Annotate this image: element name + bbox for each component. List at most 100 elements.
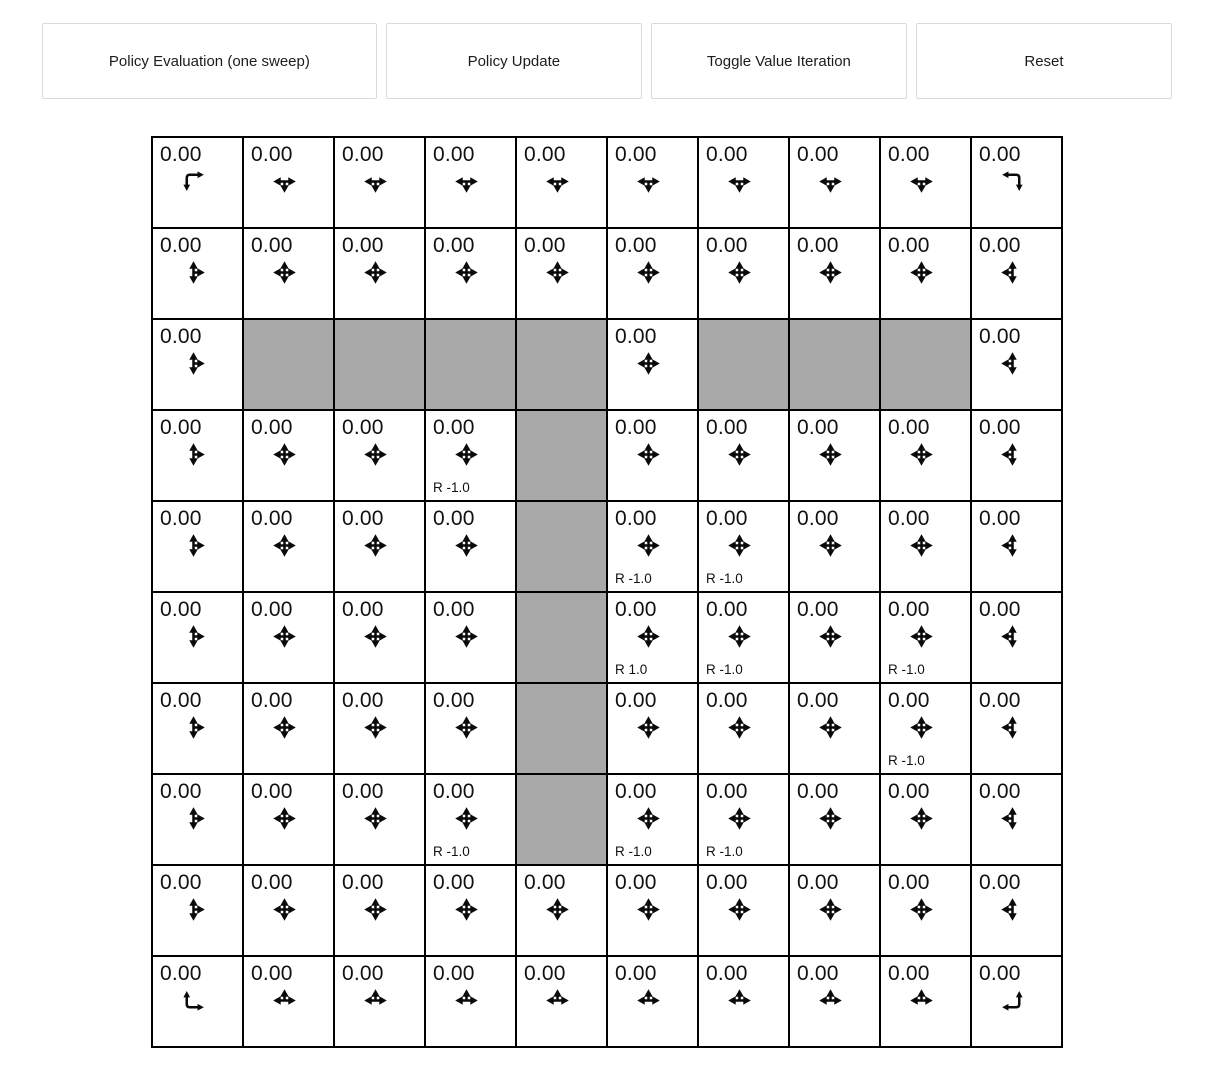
- cell-value: 0.00: [706, 598, 748, 621]
- policy-arrows-icon: [426, 714, 515, 741]
- policy-arrows-icon: [608, 805, 697, 832]
- policy-arrows-icon: [426, 987, 515, 1014]
- grid-cell: 0.00: [516, 865, 607, 956]
- cell-value: 0.00: [888, 234, 930, 257]
- grid-cell: 0.00: [789, 228, 880, 319]
- grid-cell: 0.00: [607, 410, 698, 501]
- wall-cell: [516, 683, 607, 774]
- cell-reward: R -1.0: [615, 844, 652, 859]
- policy-arrows-icon: [881, 714, 970, 741]
- policy-arrows-icon: [699, 259, 788, 286]
- grid-cell: 0.00: [243, 956, 334, 1047]
- cell-value: 0.00: [797, 234, 839, 257]
- policy-arrows-icon: [244, 441, 333, 468]
- policy-evaluation-button[interactable]: Policy Evaluation (one sweep): [42, 23, 377, 99]
- grid-cell: 0.00: [789, 865, 880, 956]
- grid-cell: 0.00: [152, 774, 243, 865]
- grid-cell: 0.00: [971, 956, 1062, 1047]
- cell-value: 0.00: [706, 234, 748, 257]
- toggle-value-iteration-button[interactable]: Toggle Value Iteration: [650, 23, 907, 99]
- policy-arrows-icon: [790, 805, 879, 832]
- policy-arrows-icon: [153, 259, 242, 286]
- policy-arrows-icon: [972, 350, 1061, 377]
- grid-cell: 0.00 R -1.0: [698, 774, 789, 865]
- grid-cell: 0.00: [516, 137, 607, 228]
- grid-cell: 0.00: [607, 137, 698, 228]
- cell-reward: R -1.0: [706, 571, 743, 586]
- reset-button[interactable]: Reset: [915, 23, 1172, 99]
- wall-cell: [516, 774, 607, 865]
- policy-arrows-icon: [790, 168, 879, 195]
- cell-value: 0.00: [342, 962, 384, 985]
- grid-cell: 0.00: [425, 683, 516, 774]
- cell-value: 0.00: [615, 962, 657, 985]
- cell-value: 0.00: [433, 689, 475, 712]
- grid-cell: 0.00: [698, 228, 789, 319]
- policy-arrows-icon: [244, 168, 333, 195]
- policy-arrows-icon: [881, 623, 970, 650]
- grid-cell: 0.00: [243, 410, 334, 501]
- policy-arrows-icon: [790, 987, 879, 1014]
- policy-arrows-icon: [244, 532, 333, 559]
- cell-value: 0.00: [251, 689, 293, 712]
- cell-value: 0.00: [342, 598, 384, 621]
- cell-value: 0.00: [706, 689, 748, 712]
- grid-cell: 0.00: [152, 228, 243, 319]
- policy-arrows-icon: [426, 805, 515, 832]
- grid-cell: 0.00: [243, 865, 334, 956]
- wall-cell: [880, 319, 971, 410]
- cell-reward: R -1.0: [888, 662, 925, 677]
- cell-value: 0.00: [160, 689, 202, 712]
- cell-value: 0.00: [342, 780, 384, 803]
- cell-value: 0.00: [433, 507, 475, 530]
- grid-cell: 0.00: [152, 956, 243, 1047]
- policy-arrows-icon: [426, 168, 515, 195]
- grid-cell: 0.00: [971, 137, 1062, 228]
- policy-arrows-icon: [426, 896, 515, 923]
- cell-value: 0.00: [524, 962, 566, 985]
- policy-arrows-icon: [335, 168, 424, 195]
- cell-value: 0.00: [342, 234, 384, 257]
- cell-value: 0.00: [342, 143, 384, 166]
- policy-arrows-icon: [972, 805, 1061, 832]
- cell-value: 0.00: [979, 507, 1021, 530]
- policy-arrows-icon: [699, 441, 788, 468]
- grid-cell: 0.00: [971, 228, 1062, 319]
- policy-arrows-icon: [972, 987, 1061, 1014]
- cell-value: 0.00: [433, 234, 475, 257]
- policy-arrows-icon: [517, 987, 606, 1014]
- cell-value: 0.00: [342, 507, 384, 530]
- policy-arrows-icon: [153, 896, 242, 923]
- grid-cell: 0.00: [698, 137, 789, 228]
- policy-update-button[interactable]: Policy Update: [385, 23, 642, 99]
- cell-value: 0.00: [615, 325, 657, 348]
- policy-arrows-icon: [699, 896, 788, 923]
- cell-value: 0.00: [524, 234, 566, 257]
- gridworld: 0.00 0.00 0.00 0.00 0.00 0.00 0.00 0.00 0.00 0.00…: [151, 136, 1063, 1048]
- policy-arrows-icon: [790, 441, 879, 468]
- policy-arrows-icon: [153, 987, 242, 1014]
- grid-cell: 0.00: [243, 228, 334, 319]
- policy-arrows-icon: [426, 623, 515, 650]
- cell-value: 0.00: [615, 780, 657, 803]
- cell-value: 0.00: [797, 962, 839, 985]
- grid-cell: 0.00: [789, 137, 880, 228]
- grid-cell: 0.00: [698, 683, 789, 774]
- grid-cell: 0.00: [880, 137, 971, 228]
- policy-arrows-icon: [335, 623, 424, 650]
- cell-value: 0.00: [160, 780, 202, 803]
- grid-cell: 0.00: [880, 956, 971, 1047]
- policy-arrows-icon: [972, 896, 1061, 923]
- cell-value: 0.00: [615, 598, 657, 621]
- policy-arrows-icon: [153, 623, 242, 650]
- policy-arrows-icon: [244, 987, 333, 1014]
- grid-cell: 0.00: [425, 592, 516, 683]
- cell-value: 0.00: [160, 598, 202, 621]
- cell-value: 0.00: [615, 507, 657, 530]
- policy-arrows-icon: [335, 714, 424, 741]
- grid-cell: 0.00: [152, 137, 243, 228]
- policy-arrows-icon: [153, 350, 242, 377]
- policy-arrows-icon: [699, 714, 788, 741]
- policy-arrows-icon: [972, 623, 1061, 650]
- grid-cell: 0.00: [607, 956, 698, 1047]
